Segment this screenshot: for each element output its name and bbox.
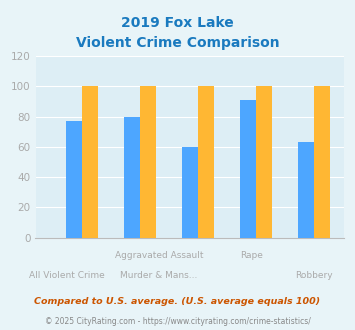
Text: 2019 Fox Lake: 2019 Fox Lake — [121, 16, 234, 30]
Text: Compared to U.S. average. (U.S. average equals 100): Compared to U.S. average. (U.S. average … — [34, 297, 321, 307]
Bar — [124, 116, 140, 238]
Bar — [82, 86, 98, 238]
Text: Murder & Mans...: Murder & Mans... — [120, 271, 198, 280]
Bar — [298, 142, 314, 238]
Text: © 2025 CityRating.com - https://www.cityrating.com/crime-statistics/: © 2025 CityRating.com - https://www.city… — [45, 317, 310, 326]
Text: All Violent Crime: All Violent Crime — [28, 271, 104, 280]
Bar — [198, 86, 214, 238]
Text: Robbery: Robbery — [295, 271, 332, 280]
Bar — [256, 86, 272, 238]
Bar — [182, 147, 198, 238]
Text: Rape: Rape — [240, 251, 263, 260]
Bar — [66, 121, 82, 238]
Bar — [240, 100, 256, 238]
Text: Aggravated Assault: Aggravated Assault — [115, 251, 203, 260]
Text: Violent Crime Comparison: Violent Crime Comparison — [76, 36, 279, 50]
Bar — [140, 86, 156, 238]
Bar — [314, 86, 330, 238]
